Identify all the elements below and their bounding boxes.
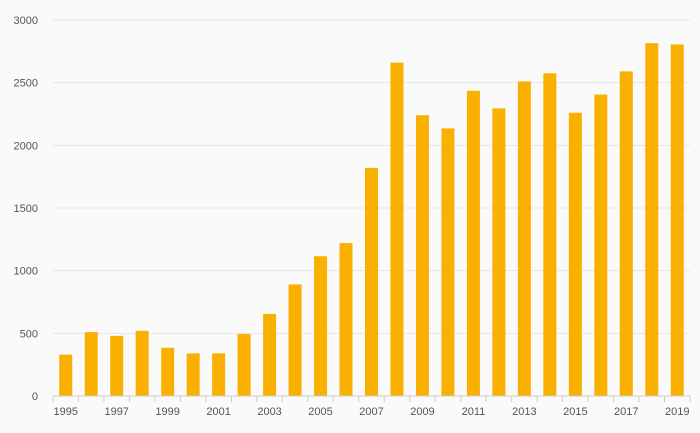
bar-2009 bbox=[415, 115, 429, 397]
x-tick-label: 2001 bbox=[206, 406, 230, 418]
x-axis-ticks: 1995 1997 1999 2001 2003 2005 2007 2009 2011 2013… bbox=[52, 396, 691, 418]
bar-2006 bbox=[339, 243, 353, 396]
bar-1997 bbox=[110, 335, 124, 396]
bar-2003 bbox=[263, 313, 277, 396]
bar-2007 bbox=[365, 167, 378, 396]
x-tick-label: 2015 bbox=[563, 406, 587, 418]
y-tick-label: 1000 bbox=[14, 266, 38, 278]
bar-2008 bbox=[390, 62, 404, 396]
bar-2000 bbox=[186, 353, 200, 396]
y-tick-label: 2000 bbox=[14, 140, 38, 152]
x-tick-label: 2017 bbox=[614, 406, 638, 418]
bar-2005 bbox=[314, 256, 328, 396]
bar-2011 bbox=[466, 90, 480, 397]
bar-1996 bbox=[84, 332, 98, 396]
bar-2004 bbox=[288, 284, 302, 396]
bar-1999 bbox=[161, 347, 175, 396]
bar-2015 bbox=[568, 112, 582, 396]
x-tick-label: 2003 bbox=[257, 406, 281, 418]
x-tick-label: 1997 bbox=[104, 406, 128, 418]
x-tick-label: 2019 bbox=[665, 406, 689, 418]
bar-1995 bbox=[59, 354, 73, 396]
y-tick-label: 500 bbox=[20, 328, 38, 340]
x-tick-label: 2005 bbox=[308, 406, 332, 418]
y-axis-ticks: 0 500 1000 1500 2000 2500 3000 bbox=[14, 15, 38, 403]
y-tick-label: 1500 bbox=[14, 203, 38, 215]
bar-2018 bbox=[645, 43, 659, 396]
bar-2014 bbox=[543, 73, 557, 397]
x-tick-label: 2013 bbox=[512, 406, 536, 418]
y-tick-label: 2500 bbox=[14, 78, 38, 90]
x-tick-label: 2009 bbox=[410, 406, 434, 418]
x-tick-label: 2011 bbox=[462, 406, 486, 418]
y-tick-label: 0 bbox=[32, 391, 38, 403]
bar-1998 bbox=[135, 330, 149, 396]
bar-2017 bbox=[619, 71, 633, 397]
bar-2010 bbox=[441, 128, 455, 396]
bar-series bbox=[59, 43, 684, 397]
bar-2002 bbox=[237, 333, 251, 396]
x-tick-label: 2007 bbox=[359, 406, 383, 418]
bar-2012 bbox=[492, 108, 506, 397]
bar-2016 bbox=[594, 94, 608, 396]
x-tick-label: 1995 bbox=[53, 406, 77, 418]
y-tick-label: 3000 bbox=[14, 15, 38, 27]
bar-2013 bbox=[517, 81, 531, 396]
bar-2019 bbox=[670, 44, 684, 396]
bar-2001 bbox=[212, 353, 226, 396]
x-tick-label: 1999 bbox=[155, 406, 179, 418]
